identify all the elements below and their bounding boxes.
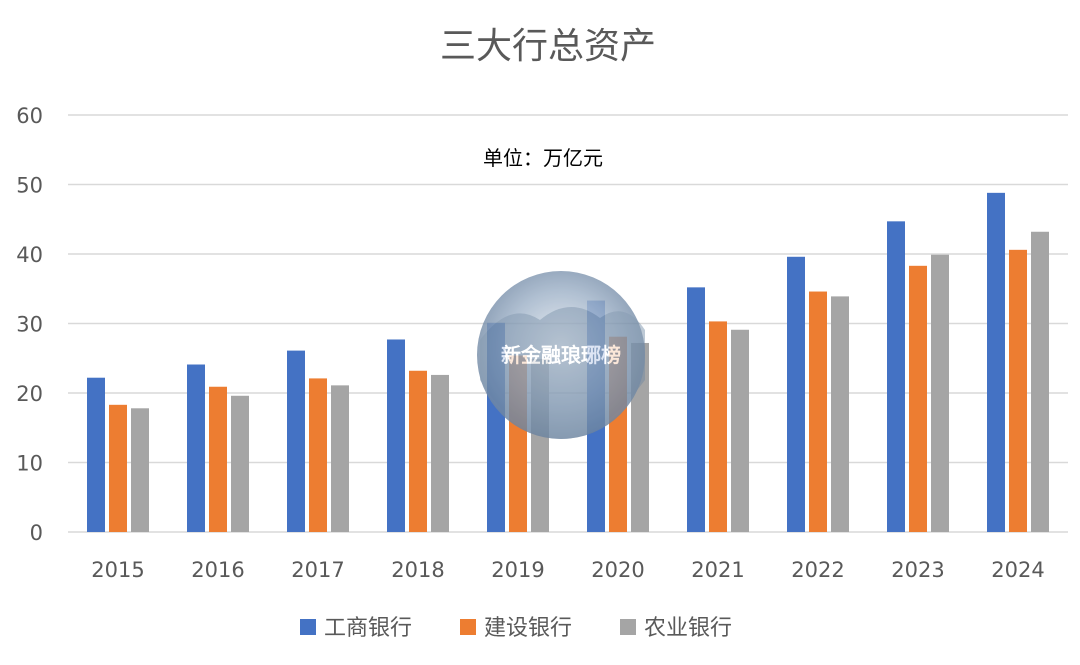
y-tick-label: 10	[16, 452, 43, 476]
bar-2016-0	[187, 364, 205, 532]
x-tick-label: 2022	[791, 558, 844, 582]
chart-title: 三大行总资产	[440, 26, 656, 67]
watermark-circle	[477, 271, 645, 439]
bar-2022-1	[809, 291, 827, 532]
legend-swatch	[460, 619, 476, 635]
y-tick-label: 50	[16, 174, 43, 198]
x-tick-label: 2021	[691, 558, 744, 582]
legend-label: 工商银行	[324, 616, 412, 641]
legend-label: 农业银行	[644, 616, 732, 641]
bar-2023-0	[887, 221, 905, 532]
bar-2021-2	[731, 329, 749, 532]
bar-2024-2	[1031, 231, 1049, 532]
x-tick-label: 2018	[391, 558, 444, 582]
y-axis-ticks: 0 10 20 30 40 50 60	[16, 104, 43, 545]
bar-2024-0	[987, 192, 1005, 532]
bar-2021-1	[709, 321, 727, 532]
bar-2017-2	[331, 385, 349, 532]
x-tick-label: 2019	[491, 558, 544, 582]
legend-swatch	[620, 619, 636, 635]
bar-2017-1	[309, 378, 327, 532]
bar-2018-1	[409, 370, 427, 532]
bar-2018-2	[431, 374, 449, 532]
bar-2024-1	[1009, 249, 1027, 532]
x-tick-label: 2016	[191, 558, 244, 582]
bar-2015-2	[131, 408, 149, 532]
x-tick-label: 2017	[291, 558, 344, 582]
legend-swatch	[300, 619, 316, 635]
legend: 工商银行 建设银行 农业银行	[300, 616, 732, 641]
y-tick-label: 60	[16, 104, 43, 128]
bar-2018-0	[387, 339, 405, 532]
y-tick-label: 30	[16, 313, 43, 337]
bars	[87, 192, 1049, 532]
bar-2022-0	[787, 256, 805, 532]
legend-label: 建设银行	[484, 616, 572, 641]
y-tick-label: 20	[16, 382, 43, 406]
watermark-logo: 新金融琅琊榜	[477, 271, 645, 440]
y-tick-label: 40	[16, 243, 43, 267]
x-axis-ticks: 2015 2016 2017 2018 2019 2020 2021 2022 2023 2024	[91, 558, 1044, 582]
bar-2016-2	[231, 395, 249, 532]
bar-2023-1	[909, 265, 927, 532]
x-tick-label: 2015	[91, 558, 144, 582]
x-tick-label: 2024	[991, 558, 1044, 582]
watermark-mountain	[480, 306, 645, 440]
bar-2023-2	[931, 254, 949, 532]
y-tick-label: 0	[30, 521, 43, 545]
bar-2016-1	[209, 386, 227, 532]
bar-2017-0	[287, 350, 305, 532]
bar-2015-0	[87, 377, 105, 532]
bar-2015-1	[109, 404, 127, 532]
x-tick-label: 2020	[591, 558, 644, 582]
bar-2021-0	[687, 287, 705, 532]
unit-annotation: 单位：万亿元	[483, 146, 603, 170]
watermark-text: 新金融琅琊榜	[501, 343, 621, 367]
x-tick-label: 2023	[891, 558, 944, 582]
bar-2022-2	[831, 296, 849, 532]
